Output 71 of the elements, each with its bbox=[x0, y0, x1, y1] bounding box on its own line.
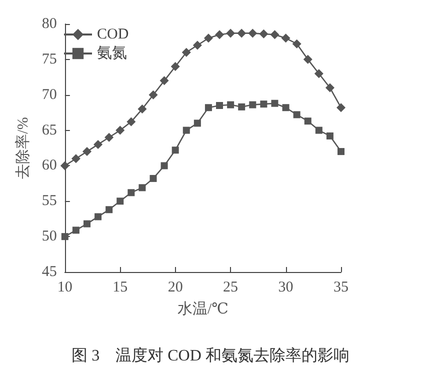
point bbox=[314, 69, 324, 78]
x-tick-label: 10 bbox=[57, 280, 72, 296]
y-tick-label: 80 bbox=[42, 16, 57, 32]
point bbox=[60, 161, 70, 170]
point bbox=[216, 102, 224, 109]
point bbox=[82, 147, 92, 156]
point bbox=[170, 62, 180, 72]
point bbox=[238, 103, 246, 110]
point bbox=[226, 28, 236, 38]
point bbox=[194, 120, 201, 127]
point bbox=[138, 104, 147, 114]
point bbox=[148, 90, 158, 100]
point bbox=[281, 34, 290, 43]
point bbox=[293, 111, 300, 118]
point bbox=[215, 30, 224, 40]
point bbox=[83, 220, 90, 228]
caption: 图 3 温度对 COD 和氨氮去除率的影响 bbox=[72, 346, 350, 364]
point bbox=[192, 40, 202, 50]
point bbox=[249, 101, 256, 108]
point bbox=[72, 226, 80, 234]
point bbox=[160, 76, 169, 86]
y-tick-label: 50 bbox=[42, 228, 57, 245]
point bbox=[326, 132, 334, 140]
y-tick-label: 75 bbox=[42, 51, 57, 68]
point bbox=[204, 34, 213, 43]
point bbox=[182, 48, 191, 57]
point bbox=[259, 29, 268, 38]
point bbox=[237, 28, 246, 38]
y-tick-label: 45 bbox=[42, 264, 57, 280]
point bbox=[292, 39, 302, 48]
y-tick-label: 65 bbox=[42, 122, 57, 138]
point bbox=[104, 132, 114, 142]
point bbox=[160, 162, 168, 170]
point bbox=[150, 174, 157, 182]
point bbox=[106, 206, 113, 214]
point bbox=[172, 146, 179, 154]
x-tick-label: 15 bbox=[112, 280, 128, 296]
point bbox=[282, 104, 290, 112]
point bbox=[248, 28, 258, 38]
point bbox=[94, 213, 102, 220]
point bbox=[116, 126, 125, 135]
point bbox=[61, 233, 68, 240]
point bbox=[116, 198, 124, 205]
point bbox=[227, 101, 234, 108]
legend-label: COD bbox=[97, 26, 129, 42]
x-axis-title: 水温/℃ bbox=[177, 300, 228, 318]
point bbox=[303, 54, 312, 64]
legend-label: 氨氮 bbox=[97, 46, 127, 62]
point bbox=[338, 148, 344, 156]
point bbox=[304, 118, 312, 125]
y-tick-label: 60 bbox=[42, 158, 57, 174]
y-tick-label: 55 bbox=[42, 193, 57, 210]
point bbox=[260, 100, 268, 108]
point bbox=[270, 30, 280, 40]
point bbox=[138, 184, 146, 192]
point bbox=[126, 117, 136, 126]
point bbox=[336, 103, 346, 112]
point bbox=[71, 154, 80, 164]
point bbox=[204, 104, 212, 112]
point bbox=[315, 126, 322, 134]
y-axis-title: 去除率/% bbox=[14, 117, 32, 179]
point bbox=[325, 83, 334, 92]
point bbox=[182, 126, 190, 134]
x-tick-label: 20 bbox=[168, 280, 183, 296]
x-tick-label: 25 bbox=[223, 280, 238, 296]
point bbox=[94, 140, 103, 149]
point bbox=[128, 189, 135, 196]
y-tick-label: 70 bbox=[42, 86, 57, 103]
point bbox=[271, 100, 278, 107]
x-tick-label: 30 bbox=[278, 280, 294, 296]
x-tick-label: 35 bbox=[334, 280, 348, 296]
